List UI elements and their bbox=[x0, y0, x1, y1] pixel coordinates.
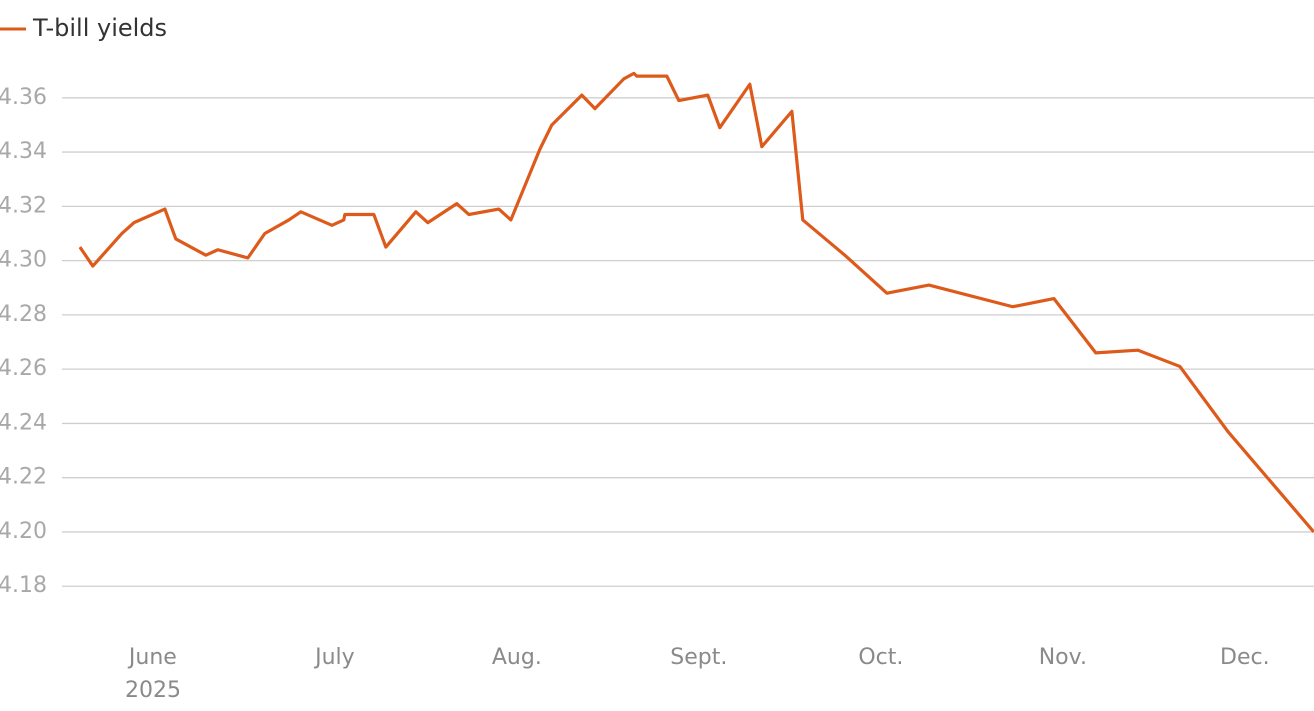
y-tick-label: 4.18 bbox=[0, 573, 47, 598]
x-tick-year: 2025 bbox=[125, 678, 181, 703]
y-tick-label: 4.28 bbox=[0, 302, 47, 327]
y-tick-label: 4.22 bbox=[0, 465, 47, 490]
x-tick-label: Nov. bbox=[1039, 645, 1087, 670]
x-tick-label: Sept. bbox=[670, 645, 727, 670]
x-tick-label: July bbox=[313, 645, 355, 670]
y-tick-label: 4.32 bbox=[0, 193, 47, 218]
y-tick-label: 4.26 bbox=[0, 356, 47, 381]
x-tick-label: Aug. bbox=[492, 645, 542, 670]
y-tick-label: 4.34 bbox=[0, 139, 47, 164]
x-tick-label: June bbox=[127, 645, 177, 670]
y-tick-label: 4.36 bbox=[0, 85, 47, 110]
y-tick-label: 4.20 bbox=[0, 519, 47, 544]
x-tick-label: Oct. bbox=[858, 645, 903, 670]
data-line bbox=[78, 71, 1314, 534]
y-tick-label: 4.30 bbox=[0, 248, 47, 273]
y-tick-label: 4.24 bbox=[0, 410, 47, 435]
x-tick-label: Dec. bbox=[1220, 645, 1270, 670]
legend-label: T-bill yields bbox=[32, 14, 167, 42]
